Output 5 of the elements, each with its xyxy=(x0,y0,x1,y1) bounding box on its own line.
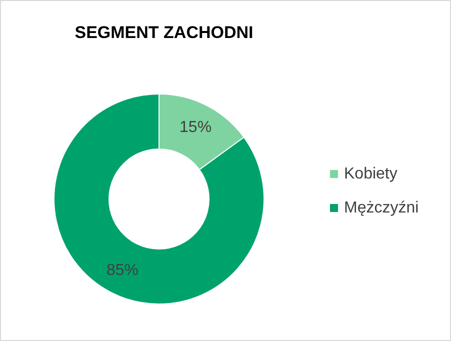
chart-title: SEGMENT ZACHODNI xyxy=(74,23,254,42)
legend-label: Mężczyźni xyxy=(344,200,419,216)
data-label: 15% xyxy=(180,118,212,136)
data-label: 85% xyxy=(106,262,138,280)
legend-label: Kobiety xyxy=(344,166,398,182)
